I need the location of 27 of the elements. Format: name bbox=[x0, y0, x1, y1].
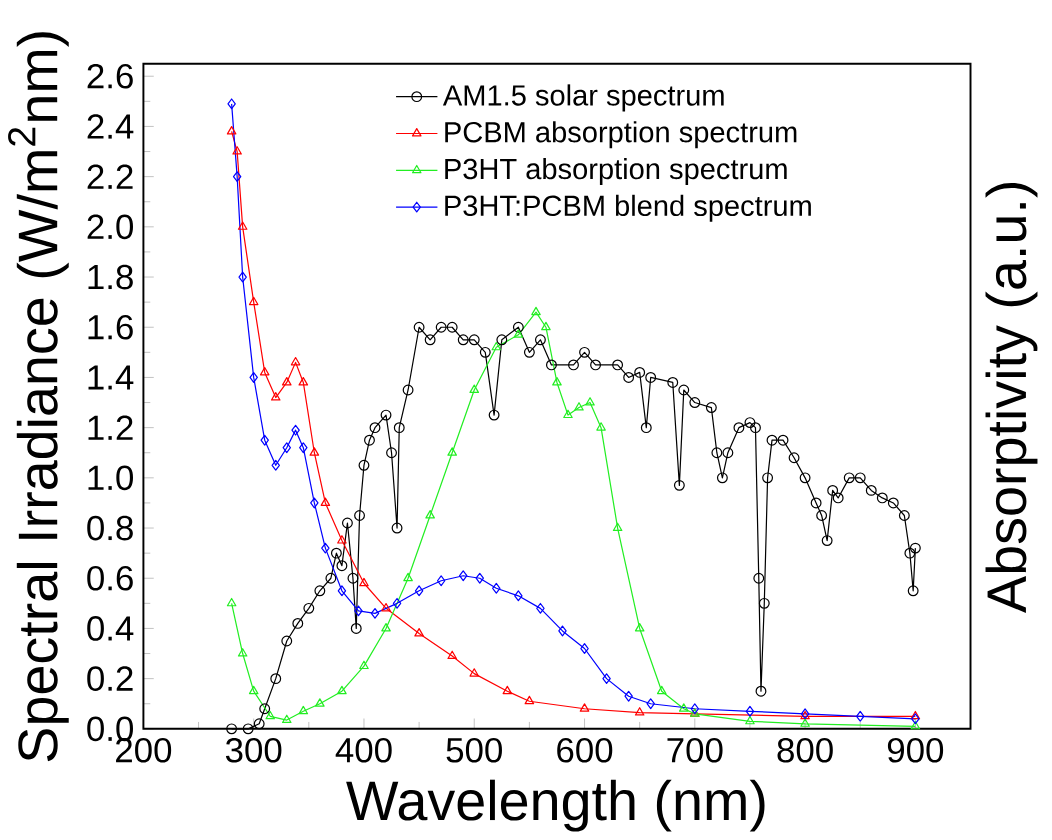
y-tick-label: 0.6 bbox=[87, 566, 133, 591]
y-tick-label: 2.2 bbox=[87, 164, 133, 189]
legend-label: AM1.5 solar spectrum bbox=[442, 84, 724, 112]
x-tick-label: 500 bbox=[446, 738, 502, 763]
x-tick-label: 900 bbox=[887, 738, 944, 763]
x-tick-label: 300 bbox=[225, 738, 282, 763]
y-tick-label: 0.4 bbox=[87, 616, 134, 641]
y-tick-label: 2.4 bbox=[87, 114, 134, 139]
legend-label: P3HT:PCBM blend spectrum bbox=[445, 194, 811, 222]
y-tick-label: 2.0 bbox=[87, 214, 134, 240]
y-tick-label: 1.0 bbox=[88, 465, 134, 491]
y-tick-label: 1.2 bbox=[88, 415, 133, 440]
x-tick-label: 400 bbox=[335, 738, 392, 763]
y-tick-label: 1.8 bbox=[88, 264, 133, 290]
x-tick-label: 600 bbox=[557, 738, 613, 763]
y-tick-label: 1.4 bbox=[88, 365, 134, 390]
x-tick-label: 800 bbox=[777, 738, 833, 763]
legend-label: P3HT absorption spectrum bbox=[445, 158, 787, 186]
x-axis-title: Wavelength (nm) bbox=[346, 779, 765, 832]
y-tick-label: 0.2 bbox=[87, 666, 133, 692]
x-tick-label: 700 bbox=[667, 738, 723, 763]
y-tick-label: 1.6 bbox=[88, 315, 133, 340]
y-axis-title: Spectral Irradiance (W/m$^{2}$nm) bbox=[8, 32, 69, 762]
legend-label: PCBM absorption spectrum bbox=[445, 121, 797, 149]
y-tick-label: 0.8 bbox=[87, 515, 133, 541]
y2-axis-title: Absorptivity (a.u.) bbox=[985, 183, 1038, 614]
y-tick-label: 2.6 bbox=[87, 64, 133, 89]
